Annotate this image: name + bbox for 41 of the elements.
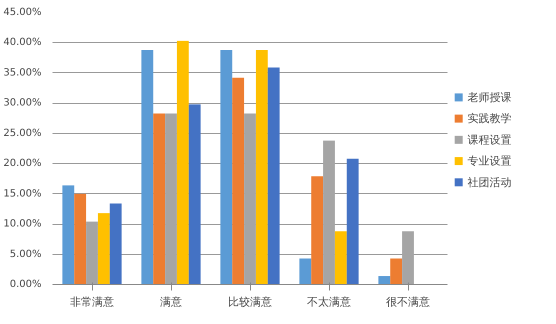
x-tick-label: 不太满意 — [307, 296, 351, 308]
y-tick-label: 45.00% — [3, 7, 42, 18]
bar — [141, 50, 154, 284]
bar — [176, 40, 189, 284]
bar — [334, 231, 347, 284]
legend-label: 老师授课 — [468, 90, 512, 104]
bar — [268, 68, 280, 284]
y-tick-label: 25.00% — [3, 128, 42, 139]
y-tick-label: 0.00% — [10, 279, 42, 290]
x-tick-label: 很不满意 — [386, 296, 430, 308]
legend-label: 课程设置 — [468, 133, 512, 146]
y-tick-label: 30.00% — [3, 98, 42, 109]
x-tick-label: 满意 — [160, 296, 182, 308]
bar — [62, 185, 74, 284]
y-tick-label: 20.00% — [3, 158, 42, 170]
y-tick-label: 15.00% — [3, 188, 42, 200]
x-tick-label: 非常满意 — [70, 296, 114, 308]
y-tick-label: 5.00% — [10, 248, 42, 260]
bar — [299, 258, 312, 284]
y-tick-label: 40.00% — [3, 37, 42, 48]
bar — [165, 113, 177, 284]
bar — [188, 104, 201, 284]
bar — [86, 222, 98, 284]
x-tick-label: 比较满意 — [228, 296, 272, 308]
bar — [220, 50, 232, 284]
legend-label: 实践教学 — [468, 112, 512, 126]
legend-label: 社团活动 — [468, 176, 512, 189]
bar — [311, 176, 324, 284]
y-tick-label: 10.00% — [3, 218, 42, 230]
bar — [98, 213, 110, 284]
bar — [232, 78, 244, 284]
bar — [346, 158, 359, 284]
y-tick-label: 35.00% — [3, 67, 42, 78]
bar — [153, 113, 166, 284]
bar — [110, 204, 122, 284]
bar — [244, 113, 256, 284]
bar — [256, 50, 268, 284]
bar — [390, 258, 402, 284]
bar — [74, 194, 86, 284]
bar — [378, 276, 390, 284]
legend-label: 专业设置 — [468, 154, 512, 168]
